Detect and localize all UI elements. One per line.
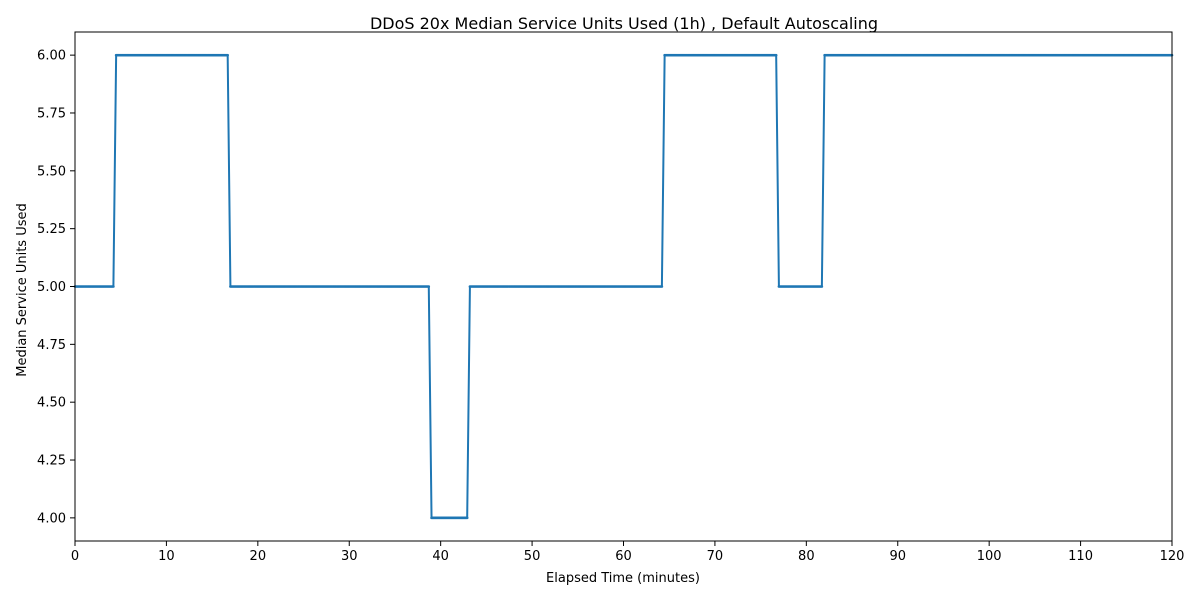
data-point bbox=[820, 285, 824, 288]
y-tick-label: 6.00 bbox=[37, 49, 66, 64]
series-markers bbox=[73, 53, 1174, 520]
axes-frame bbox=[74, 31, 1173, 542]
x-tick-label: 50 bbox=[524, 549, 541, 564]
x-tick-label: 20 bbox=[250, 549, 267, 564]
y-axis: 4.00 4.25 4.50 4.75 5.00 5.25 5.50 5.75 6.00 bbox=[37, 49, 75, 526]
x-axis-label: Elapsed Time (minutes) bbox=[546, 571, 700, 586]
y-axis-label: Median Service Units Used bbox=[15, 203, 30, 377]
x-tick-label: 0 bbox=[71, 549, 79, 564]
data-point bbox=[226, 53, 229, 57]
y-tick-label: 4.50 bbox=[37, 396, 66, 411]
x-axis: 0 10 20 30 40 50 60 70 80 90 100 110 120 bbox=[71, 541, 1185, 564]
x-tick-label: 40 bbox=[432, 549, 449, 564]
y-tick-label: 5.50 bbox=[37, 164, 66, 179]
y-tick-label: 4.25 bbox=[37, 454, 66, 469]
x-tick-label: 60 bbox=[615, 549, 632, 564]
plot-area bbox=[73, 53, 1174, 520]
data-point bbox=[774, 53, 778, 57]
x-tick-label: 70 bbox=[707, 549, 724, 564]
x-tick-label: 10 bbox=[158, 549, 175, 564]
data-point bbox=[112, 285, 115, 288]
data-point bbox=[465, 516, 469, 520]
x-tick-label: 80 bbox=[798, 549, 815, 564]
x-tick-label: 100 bbox=[977, 549, 1002, 564]
y-tick-label: 4.00 bbox=[37, 511, 66, 526]
chart-title: DDoS 20x Median Service Units Used (1h) … bbox=[370, 14, 878, 33]
y-tick-label: 5.25 bbox=[37, 222, 66, 237]
y-tick-label: 5.75 bbox=[37, 106, 66, 121]
y-tick-label: 5.00 bbox=[37, 280, 66, 295]
data-point bbox=[427, 285, 431, 288]
x-tick-label: 90 bbox=[889, 549, 906, 564]
data-point bbox=[660, 285, 664, 288]
x-tick-label: 120 bbox=[1160, 549, 1185, 564]
y-tick-label: 4.75 bbox=[37, 338, 66, 353]
x-tick-label: 30 bbox=[341, 549, 358, 564]
x-tick-label: 110 bbox=[1068, 549, 1093, 564]
